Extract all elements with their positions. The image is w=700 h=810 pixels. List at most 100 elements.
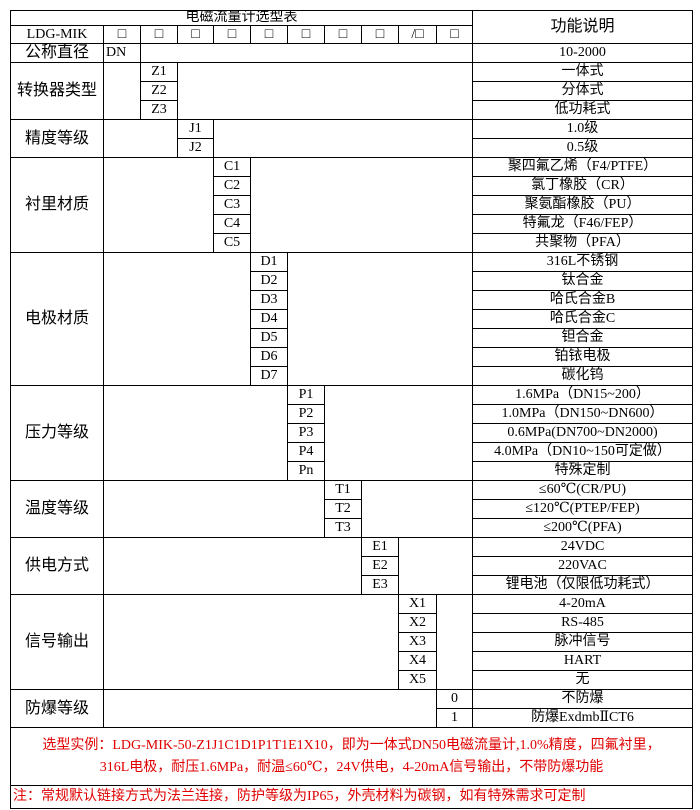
option-code: C2	[213, 176, 251, 196]
option-function: 铂铱电极	[472, 347, 693, 367]
option-function: 1.6MPa（DN15~200）	[472, 385, 693, 405]
option-function: 24VDC	[472, 537, 693, 557]
option-function: 锂电池（仅限低功耗式）	[472, 575, 693, 595]
option-code: P4	[287, 442, 325, 462]
code-slot-box: □	[324, 25, 362, 44]
blank-cell	[103, 157, 214, 253]
code-cell: DN	[103, 43, 141, 63]
option-code: Z3	[140, 100, 178, 120]
option-function: ≤200℃(PFA)	[472, 518, 693, 538]
option-code: D7	[250, 366, 288, 386]
row-label: 公称直径	[10, 43, 104, 63]
table-title: 电磁流量计选型表	[10, 10, 473, 26]
selection-example: 选型实例：LDG-MIK-50-Z1J1C1D1P1T1E1X10，即为一体式D…	[10, 727, 693, 786]
blank-cell	[361, 480, 473, 538]
blank-cell	[436, 594, 473, 690]
option-function: 1.0MPa（DN150~DN600）	[472, 404, 693, 424]
function-header: 功能说明	[472, 10, 693, 44]
option-function: 无	[472, 670, 693, 690]
section-label: 转换器类型	[10, 62, 104, 120]
option-code: J1	[177, 119, 214, 139]
option-code: C1	[213, 157, 251, 177]
option-code: D3	[250, 290, 288, 310]
option-function: 氯丁橡胶（CR）	[472, 176, 693, 196]
code-slot-box: □	[361, 25, 399, 44]
blank-cell	[287, 252, 473, 386]
blank-cell	[103, 689, 437, 728]
option-code: X2	[398, 613, 437, 633]
option-function: 不防爆	[472, 689, 693, 709]
option-function: 钛合金	[472, 271, 693, 291]
blank-cell	[177, 62, 473, 120]
blank-cell	[324, 385, 473, 481]
code-slot-box: /□	[398, 25, 437, 44]
option-code: E1	[361, 537, 399, 557]
section-label: 精度等级	[10, 119, 104, 158]
code-slot-box: □	[436, 25, 473, 44]
option-code: X4	[398, 651, 437, 671]
option-code: J2	[177, 138, 214, 158]
option-function: 聚氨酯橡胶（PU）	[472, 195, 693, 215]
model-prefix: LDG-MIK	[10, 25, 104, 44]
option-function: 1.0级	[472, 119, 693, 139]
option-function: 一体式	[472, 62, 693, 82]
option-code: E3	[361, 575, 399, 595]
option-code: Z2	[140, 81, 178, 101]
option-code: P2	[287, 404, 325, 424]
footnote: 注：常规默认链接方式为法兰连接，防护等级为IP65，外壳材料为碳钢，如有特殊需求…	[10, 785, 693, 809]
option-code: T2	[324, 499, 362, 519]
blank-cell	[103, 385, 288, 481]
option-function: RS-485	[472, 613, 693, 633]
option-function: ≤120℃(PTEP/FEP)	[472, 499, 693, 519]
option-function: 特氟龙（F46/FEP）	[472, 214, 693, 234]
section-label: 防爆等级	[10, 689, 104, 728]
option-function: 哈氏合金C	[472, 309, 693, 329]
section-label: 信号输出	[10, 594, 104, 690]
option-code: E2	[361, 556, 399, 576]
blank-cell	[103, 480, 325, 538]
blank-cell	[140, 43, 473, 63]
option-function: ≤60℃(CR/PU)	[472, 480, 693, 500]
blank-cell	[103, 62, 141, 120]
option-code: D4	[250, 309, 288, 329]
option-code: D5	[250, 328, 288, 348]
option-code: P3	[287, 423, 325, 443]
option-code: C5	[213, 233, 251, 253]
option-function: 聚四氟乙烯（F4/PTFE）	[472, 157, 693, 177]
option-function: 共聚物（PFA）	[472, 233, 693, 253]
section-label: 供电方式	[10, 537, 104, 595]
code-slot-box: □	[287, 25, 325, 44]
blank-cell	[103, 119, 178, 158]
option-function: HART	[472, 651, 693, 671]
code-slot-box: □	[140, 25, 178, 44]
section-label: 温度等级	[10, 480, 104, 538]
option-code: C4	[213, 214, 251, 234]
option-function: 脉冲信号	[472, 632, 693, 652]
blank-cell	[213, 119, 473, 158]
code-slot-box: □	[250, 25, 288, 44]
option-code: C3	[213, 195, 251, 215]
option-code: D6	[250, 347, 288, 367]
option-code: Pn	[287, 461, 325, 481]
option-code: D2	[250, 271, 288, 291]
option-code: 1	[436, 708, 473, 728]
option-code: P1	[287, 385, 325, 405]
option-code: X5	[398, 670, 437, 690]
option-code: X1	[398, 594, 437, 614]
option-function: 钽合金	[472, 328, 693, 348]
option-function: 分体式	[472, 81, 693, 101]
option-code: T3	[324, 518, 362, 538]
option-function: 哈氏合金B	[472, 290, 693, 310]
option-code: Z1	[140, 62, 178, 82]
option-function: 220VAC	[472, 556, 693, 576]
option-function: 防爆ExdmbⅡCT6	[472, 708, 693, 728]
option-code: D1	[250, 252, 288, 272]
blank-cell	[103, 252, 251, 386]
blank-cell	[398, 537, 473, 595]
code-slot-box: □	[177, 25, 214, 44]
option-code: 0	[436, 689, 473, 709]
option-code: T1	[324, 480, 362, 500]
option-function: 0.6MPa(DN700~DN2000)	[472, 423, 693, 443]
option-function: 碳化钨	[472, 366, 693, 386]
blank-cell	[250, 157, 473, 253]
